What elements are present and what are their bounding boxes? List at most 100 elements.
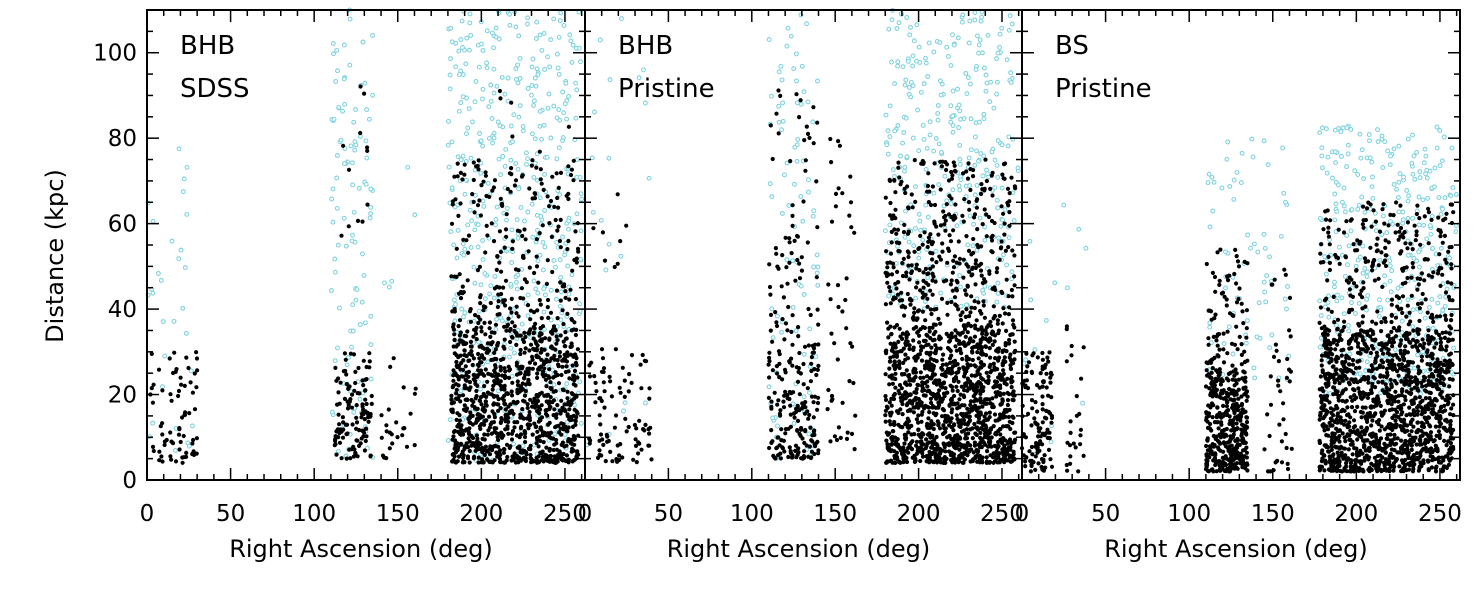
- data-point-cyan: [446, 118, 451, 124]
- data-point-black: [365, 145, 370, 150]
- data-point-black: [908, 302, 913, 307]
- data-point-cyan: [341, 76, 347, 82]
- data-point-cyan: [906, 85, 912, 90]
- data-point-black: [468, 339, 473, 344]
- data-point-black: [942, 430, 947, 435]
- data-point-black: [919, 412, 924, 417]
- data-point-black: [959, 444, 965, 449]
- data-point-black: [514, 360, 520, 365]
- data-point-black: [937, 451, 943, 456]
- data-point-black: [853, 413, 858, 418]
- data-point-black: [545, 359, 550, 364]
- data-point-black: [894, 450, 900, 455]
- data-point-cyan: [557, 18, 563, 24]
- data-point-cyan: [546, 91, 552, 97]
- data-point-black: [458, 296, 464, 301]
- data-point-cyan: [1415, 352, 1421, 358]
- data-point-cyan: [368, 204, 374, 210]
- data-point-black: [928, 266, 933, 271]
- data-point-black: [568, 172, 574, 178]
- data-point-black: [956, 460, 961, 465]
- data-point-black: [455, 424, 460, 429]
- data-point-black: [162, 439, 167, 444]
- data-point-black: [558, 217, 563, 222]
- data-point-black: [892, 360, 897, 365]
- data-point-black: [905, 356, 911, 361]
- data-point-black: [973, 431, 978, 436]
- data-point-black: [489, 342, 494, 347]
- data-point-cyan: [573, 45, 579, 51]
- data-point-cyan: [511, 350, 517, 356]
- data-point-black: [937, 446, 943, 452]
- data-point-black: [767, 445, 772, 451]
- data-point-cyan: [1007, 13, 1013, 19]
- data-point-black: [1012, 357, 1017, 362]
- data-point-black: [333, 365, 338, 370]
- data-point-cyan: [1267, 254, 1272, 260]
- data-point-cyan: [466, 47, 472, 53]
- data-point-cyan: [965, 75, 971, 81]
- data-point-black: [889, 348, 895, 353]
- data-point-black: [900, 397, 905, 403]
- data-point-black: [913, 199, 918, 204]
- data-point-black: [903, 341, 908, 346]
- data-point-black: [963, 436, 968, 441]
- data-point-black: [487, 414, 492, 419]
- data-point-black: [994, 432, 999, 437]
- data-point-cyan: [618, 16, 624, 22]
- data-point-black: [549, 386, 554, 391]
- data-point-cyan: [452, 318, 458, 324]
- data-point-cyan: [935, 103, 941, 108]
- data-point-black: [639, 447, 644, 452]
- data-point-cyan: [804, 21, 810, 27]
- data-point-black: [812, 428, 817, 433]
- data-point-black: [893, 207, 898, 212]
- data-point-cyan: [470, 119, 475, 125]
- data-point-cyan: [525, 156, 530, 162]
- data-point-black: [775, 264, 780, 269]
- data-point-black: [505, 424, 510, 429]
- data-point-black: [526, 372, 531, 377]
- data-point-black: [457, 333, 462, 338]
- data-point-black: [889, 240, 894, 245]
- data-point-cyan: [1428, 231, 1434, 237]
- data-point-black: [966, 200, 972, 205]
- data-point-black: [469, 397, 474, 403]
- data-point-black: [970, 345, 975, 351]
- data-point-black: [957, 339, 962, 344]
- data-point-black: [449, 397, 454, 402]
- data-point-black: [770, 368, 776, 373]
- data-point-cyan: [558, 274, 564, 280]
- data-point-cyan: [971, 221, 977, 227]
- data-point-black: [565, 412, 570, 417]
- data-point-black: [502, 373, 507, 378]
- data-point-cyan: [480, 238, 486, 243]
- data-point-black: [384, 423, 389, 428]
- data-point-black: [954, 278, 959, 283]
- data-point-cyan: [1076, 226, 1082, 232]
- data-point-black: [455, 411, 460, 416]
- data-point-black: [773, 246, 779, 251]
- data-point-black: [544, 445, 549, 450]
- data-point-cyan: [542, 208, 548, 213]
- data-point-black: [776, 349, 782, 354]
- data-point-black: [194, 436, 199, 441]
- data-point-black: [970, 272, 975, 277]
- data-point-black: [464, 341, 469, 346]
- data-point-black: [468, 413, 473, 419]
- data-point-black: [449, 274, 454, 279]
- data-point-cyan: [995, 50, 1001, 56]
- data-point-black: [845, 430, 850, 435]
- data-point-black: [837, 143, 843, 148]
- data-point-cyan: [979, 14, 985, 20]
- data-point-black: [535, 354, 540, 360]
- data-point-black: [587, 363, 592, 368]
- data-point-black: [826, 387, 831, 393]
- data-point-black: [953, 169, 958, 174]
- data-point-cyan: [1283, 199, 1288, 205]
- data-point-black: [342, 351, 347, 356]
- data-point-black: [959, 418, 964, 423]
- data-point-black: [774, 320, 779, 325]
- data-point-cyan: [779, 211, 785, 216]
- data-point-black: [517, 229, 522, 234]
